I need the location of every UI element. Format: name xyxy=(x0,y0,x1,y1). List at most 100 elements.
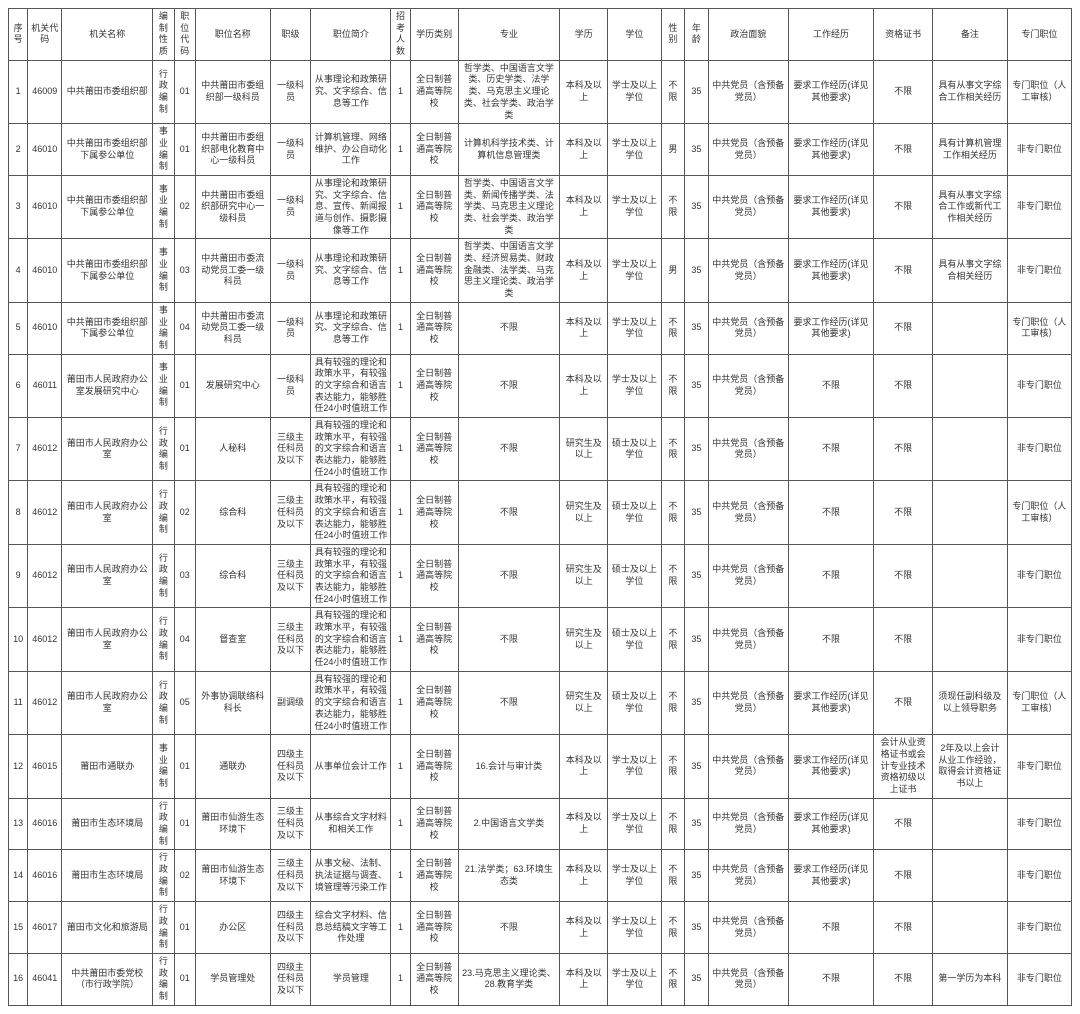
cell-edcat: 全日制普通高等院校 xyxy=(410,850,458,902)
table-row: 1446016莆田市生态环境局行政编制02莆田市仙游生态环境下三级主任科员及以下… xyxy=(9,850,1072,902)
cell-edu: 本科及以上 xyxy=(560,735,608,798)
cell-pcode: 01 xyxy=(174,953,195,1005)
cell-age: 35 xyxy=(685,850,709,902)
cell-spec: 非专门职位 xyxy=(1007,798,1071,850)
cell-rank: 一级科员 xyxy=(270,239,311,302)
cell-org: 莆田市人民政府办公室 xyxy=(62,671,153,734)
cell-pol: 中共党员（含预备党员） xyxy=(708,175,788,238)
cell-rem xyxy=(932,902,1007,954)
cell-pol: 中共党员（含预备党员） xyxy=(708,850,788,902)
col-btype: 编制性质 xyxy=(153,9,174,61)
cell-btype: 行政编制 xyxy=(153,481,174,544)
cell-rem xyxy=(932,481,1007,544)
cell-deg: 学士及以上学位 xyxy=(608,735,661,798)
col-rank: 职级 xyxy=(270,9,311,61)
cell-edcat: 全日制普通高等院校 xyxy=(410,735,458,798)
cell-cert: 不限 xyxy=(874,902,933,954)
cell-sex: 不限 xyxy=(661,798,685,850)
cell-exp: 不限 xyxy=(788,481,873,544)
table-row: 1246015莆田市通联办事业编制01通联办四级主任科员及以下从事单位会计工作1… xyxy=(9,735,1072,798)
cell-exp: 不限 xyxy=(788,902,873,954)
cell-edu: 本科及以上 xyxy=(560,798,608,850)
cell-edu: 研究生及以上 xyxy=(560,481,608,544)
cell-exp: 不限 xyxy=(788,418,873,481)
cell-edcat: 全日制普通高等院校 xyxy=(410,239,458,302)
cell-deg: 学士及以上学位 xyxy=(608,302,661,354)
cell-sex: 男 xyxy=(661,239,685,302)
cell-deg: 学士及以上学位 xyxy=(608,175,661,238)
cell-num: 1 xyxy=(391,60,410,123)
cell-pol: 中共党员（含预备党员） xyxy=(708,60,788,123)
cell-age: 35 xyxy=(685,60,709,123)
cell-pol: 中共党员（含预备党员） xyxy=(708,798,788,850)
cell-seq: 7 xyxy=(9,418,28,481)
cell-btype: 行政编制 xyxy=(153,902,174,954)
cell-seq: 14 xyxy=(9,850,28,902)
cell-sex: 不限 xyxy=(661,354,685,417)
cell-num: 1 xyxy=(391,735,410,798)
cell-org: 莆田市通联办 xyxy=(62,735,153,798)
cell-major: 不限 xyxy=(458,418,559,481)
cell-age: 35 xyxy=(685,798,709,850)
cell-btype: 行政编制 xyxy=(153,418,174,481)
cell-age: 35 xyxy=(685,544,709,607)
cell-spec: 专门职位（人工审核） xyxy=(1007,481,1071,544)
cell-org: 中共莆田市委党校（市行政学院） xyxy=(62,953,153,1005)
table-row: 446010中共莆田市委组织部下属参公单位事业编制03中共莆田市委流动党员工委一… xyxy=(9,239,1072,302)
cell-sex: 不限 xyxy=(661,902,685,954)
cell-seq: 11 xyxy=(9,671,28,734)
cell-pname: 综合科 xyxy=(195,544,270,607)
cell-sex: 不限 xyxy=(661,735,685,798)
cell-num: 1 xyxy=(391,175,410,238)
cell-major: 2.中国语言文学类 xyxy=(458,798,559,850)
cell-org: 中共莆田市委组织部下属参公单位 xyxy=(62,124,153,176)
cell-pol: 中共党员（含预备党员） xyxy=(708,735,788,798)
cell-major: 不限 xyxy=(458,902,559,954)
cell-edu: 本科及以上 xyxy=(560,953,608,1005)
cell-pcode: 03 xyxy=(174,239,195,302)
cell-pname: 通联办 xyxy=(195,735,270,798)
cell-major: 不限 xyxy=(458,481,559,544)
cell-rank: 一级科员 xyxy=(270,124,311,176)
cell-pol: 中共党员（含预备党员） xyxy=(708,124,788,176)
cell-rem xyxy=(932,354,1007,417)
cell-desc: 从事理论和政策研究、文字综合、信息、宣传、新闻报道与创作、摄影摄像等工作 xyxy=(311,175,391,238)
cell-major: 哲学类、中国语言文学类、历史学类、法学类、马克思主义理论类、社会学类、政治学类 xyxy=(458,60,559,123)
cell-org: 莆田市生态环境局 xyxy=(62,850,153,902)
cell-exp: 要求工作经历(详见其他要求) xyxy=(788,302,873,354)
cell-cert: 不限 xyxy=(874,671,933,734)
table-row: 146009中共莆田市委组织部行政编制01中共莆田市委组织部一级科员一级科员从事… xyxy=(9,60,1072,123)
cell-deg: 学士及以上学位 xyxy=(608,239,661,302)
cell-edcat: 全日制普通高等院校 xyxy=(410,418,458,481)
cell-org: 中共莆田市委组织部下属参公单位 xyxy=(62,239,153,302)
cell-rem xyxy=(932,544,1007,607)
cell-rem xyxy=(932,798,1007,850)
cell-pcode: 01 xyxy=(174,798,195,850)
cell-pol: 中共党员（含预备党员） xyxy=(708,544,788,607)
cell-rank: 三级主任科员及以下 xyxy=(270,850,311,902)
cell-desc: 从事理论和政策研究、文字综合、信息等工作 xyxy=(311,239,391,302)
cell-major: 不限 xyxy=(458,544,559,607)
cell-code: 46016 xyxy=(28,798,62,850)
col-rem: 备注 xyxy=(932,9,1007,61)
cell-pol: 中共党员（含预备党员） xyxy=(708,239,788,302)
cell-btype: 行政编制 xyxy=(153,671,174,734)
cell-code: 46015 xyxy=(28,735,62,798)
col-major: 专业 xyxy=(458,9,559,61)
cell-org: 中共莆田市委组织部下属参公单位 xyxy=(62,175,153,238)
cell-pol: 中共党员（含预备党员） xyxy=(708,481,788,544)
cell-spec: 非专门职位 xyxy=(1007,175,1071,238)
cell-seq: 1 xyxy=(9,60,28,123)
col-sex: 性别 xyxy=(661,9,685,61)
col-spec: 专门职位 xyxy=(1007,9,1071,61)
cell-num: 1 xyxy=(391,354,410,417)
cell-cert: 不限 xyxy=(874,798,933,850)
cell-rank: 三级主任科员及以下 xyxy=(270,798,311,850)
col-age: 年龄 xyxy=(685,9,709,61)
cell-org: 莆田市人民政府办公室发展研究中心 xyxy=(62,354,153,417)
cell-edu: 研究生及以上 xyxy=(560,418,608,481)
cell-pol: 中共党员（含预备党员） xyxy=(708,418,788,481)
cell-edu: 本科及以上 xyxy=(560,124,608,176)
cell-code: 46011 xyxy=(28,354,62,417)
cell-code: 46012 xyxy=(28,418,62,481)
